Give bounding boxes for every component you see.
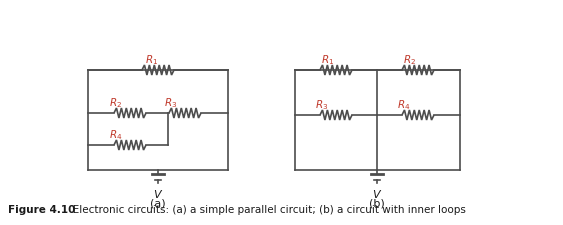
Text: (a): (a) — [150, 198, 166, 208]
Text: $R_{3}$: $R_{3}$ — [315, 98, 329, 112]
Text: Electronic circuits: (a) a simple parallel circuit; (b) a circuit with inner loo: Electronic circuits: (a) a simple parall… — [63, 205, 466, 215]
Text: $V$: $V$ — [153, 188, 163, 200]
Text: $R_{3}$: $R_{3}$ — [164, 96, 178, 110]
Text: $R_{4}$: $R_{4}$ — [397, 98, 410, 112]
Text: (b): (b) — [369, 198, 385, 208]
Text: $R_{2}$: $R_{2}$ — [109, 96, 123, 110]
Text: Figure 4.10: Figure 4.10 — [8, 205, 75, 215]
Text: $R_{1}$: $R_{1}$ — [321, 53, 334, 67]
Text: $V$: $V$ — [372, 188, 382, 200]
Text: $R_{2}$: $R_{2}$ — [404, 53, 417, 67]
Text: $R_{4}$: $R_{4}$ — [109, 128, 123, 142]
Text: $R_{1}$: $R_{1}$ — [145, 53, 159, 67]
